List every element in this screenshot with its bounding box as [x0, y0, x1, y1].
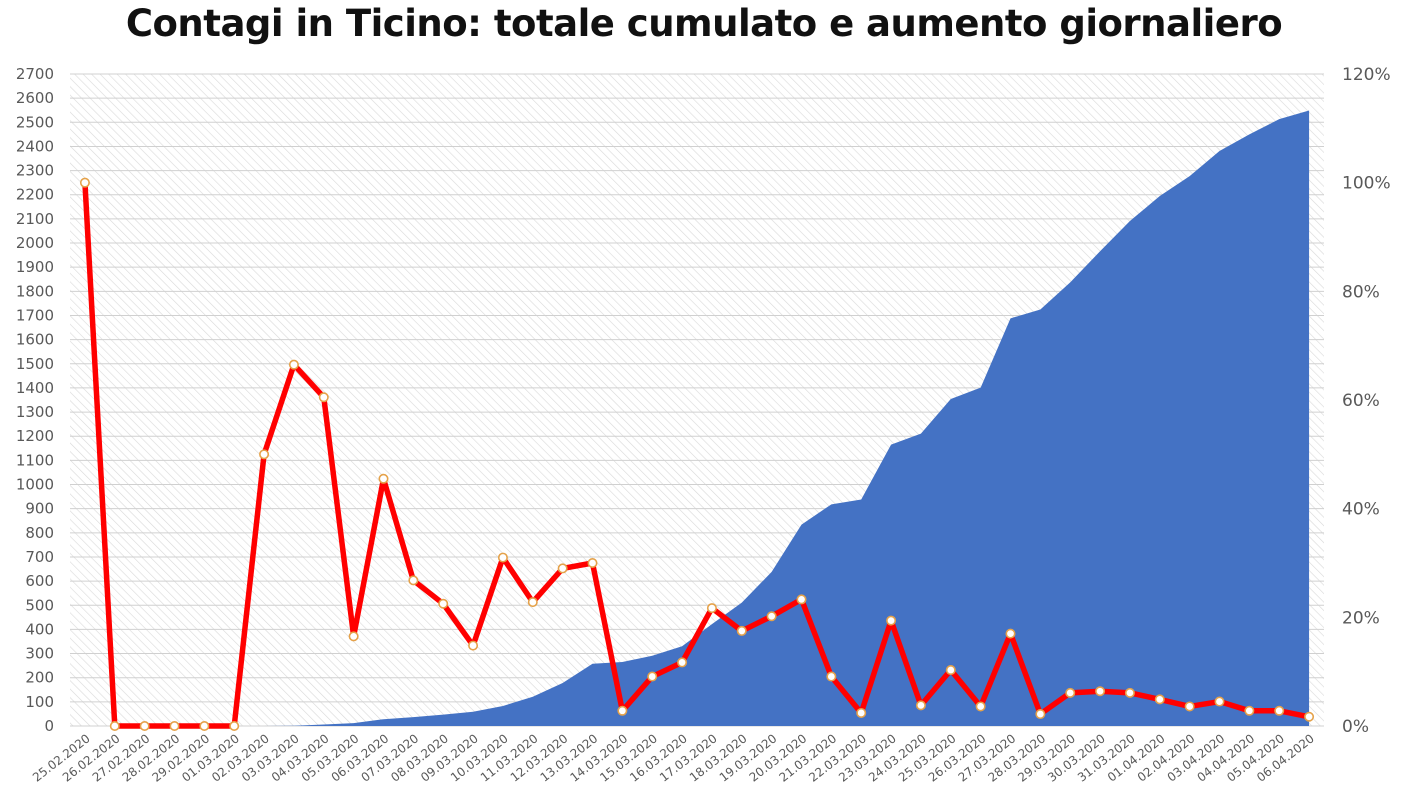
line-marker — [1154, 694, 1165, 705]
line-marker — [1095, 686, 1106, 697]
line-marker — [1274, 705, 1285, 716]
line-marker — [109, 720, 120, 731]
line-marker — [438, 598, 449, 609]
line-marker — [766, 611, 777, 622]
line-marker — [199, 720, 210, 731]
line-markers — [79, 177, 1315, 731]
y-tick-label: 900 — [25, 500, 54, 518]
line-marker — [79, 177, 90, 188]
line-marker — [497, 552, 508, 563]
line-marker — [945, 665, 956, 676]
line-marker — [139, 720, 150, 731]
line-marker — [169, 720, 180, 731]
y-tick-label: 500 — [25, 596, 54, 614]
y-tick-label: 1100 — [16, 451, 54, 469]
y2-tick-label: 60% — [1342, 391, 1380, 411]
line-marker — [587, 557, 598, 568]
line-marker — [288, 359, 299, 370]
y-tick-label: 1200 — [16, 427, 54, 445]
line-marker — [1244, 705, 1255, 716]
chart-title: Contagi in Ticino: totale cumulato e aum… — [125, 2, 1283, 45]
y-tick-label: 2600 — [16, 89, 54, 107]
y-tick-label: 2700 — [16, 65, 54, 83]
line-marker — [1035, 709, 1046, 720]
y2-tick-label: 120% — [1342, 65, 1391, 85]
y-tick-label: 700 — [25, 548, 54, 566]
line-marker — [527, 597, 538, 608]
y-tick-label: 100 — [25, 693, 54, 711]
y-tick-label: 1000 — [16, 476, 54, 494]
line-marker — [796, 594, 807, 605]
area-series — [84, 110, 1310, 727]
line-marker — [915, 700, 926, 711]
y-tick-label: 300 — [25, 645, 54, 663]
y-tick-label: 0 — [44, 717, 54, 735]
line-marker — [617, 705, 628, 716]
line-marker — [826, 671, 837, 682]
line-marker — [229, 720, 240, 731]
line-marker — [736, 625, 747, 636]
y-tick-label: 2400 — [16, 137, 54, 155]
y-tick-label: 2100 — [16, 210, 54, 228]
line-marker — [1304, 711, 1315, 722]
line-marker — [468, 640, 479, 651]
y-tick-label: 1700 — [16, 306, 54, 324]
line-marker — [856, 707, 867, 718]
y-axis-left: 0 100 200 300 400 500 600 700 800 900 1000 1100 1200… — [16, 65, 54, 735]
line-marker — [557, 563, 568, 574]
y-tick-label: 1500 — [16, 355, 54, 373]
line-marker — [1065, 687, 1076, 698]
y-tick-label: 600 — [25, 572, 54, 590]
line-marker — [408, 575, 419, 586]
line-marker — [677, 657, 688, 668]
y2-tick-label: 20% — [1342, 608, 1380, 628]
y2-tick-label: 100% — [1342, 174, 1391, 194]
y-tick-label: 400 — [25, 620, 54, 638]
y-tick-label: 2500 — [16, 113, 54, 131]
line-marker — [886, 615, 897, 626]
line-marker — [348, 631, 359, 642]
line-marker — [378, 473, 389, 484]
y2-tick-label: 80% — [1342, 282, 1380, 302]
y-tick-label: 2200 — [16, 186, 54, 204]
y2-tick-label: 0% — [1342, 717, 1369, 737]
line-marker — [318, 392, 329, 403]
cumulative-area — [84, 110, 1310, 727]
line-marker — [975, 701, 986, 712]
line-marker — [1184, 701, 1195, 712]
line-marker — [259, 449, 270, 460]
y-tick-label: 1300 — [16, 403, 54, 421]
y-axis-right: 0% 20% 40% 60% 80% 100% 120% — [1342, 65, 1391, 737]
y-tick-label: 1600 — [16, 331, 54, 349]
y2-tick-label: 40% — [1342, 500, 1380, 520]
y-tick-label: 1900 — [16, 258, 54, 276]
line-marker — [1124, 687, 1135, 698]
y-tick-label: 2000 — [16, 234, 54, 252]
line-marker — [1005, 628, 1016, 639]
y-tick-label: 1800 — [16, 282, 54, 300]
y-tick-label: 200 — [25, 669, 54, 687]
y-tick-label: 2300 — [16, 162, 54, 180]
y-tick-label: 800 — [25, 524, 54, 542]
line-marker — [706, 603, 717, 614]
x-axis: 25.02.202026.02.202027.02.202028.02.2020… — [30, 731, 1317, 784]
line-marker — [1214, 696, 1225, 707]
y-tick-label: 1400 — [16, 379, 54, 397]
line-marker — [647, 671, 658, 682]
